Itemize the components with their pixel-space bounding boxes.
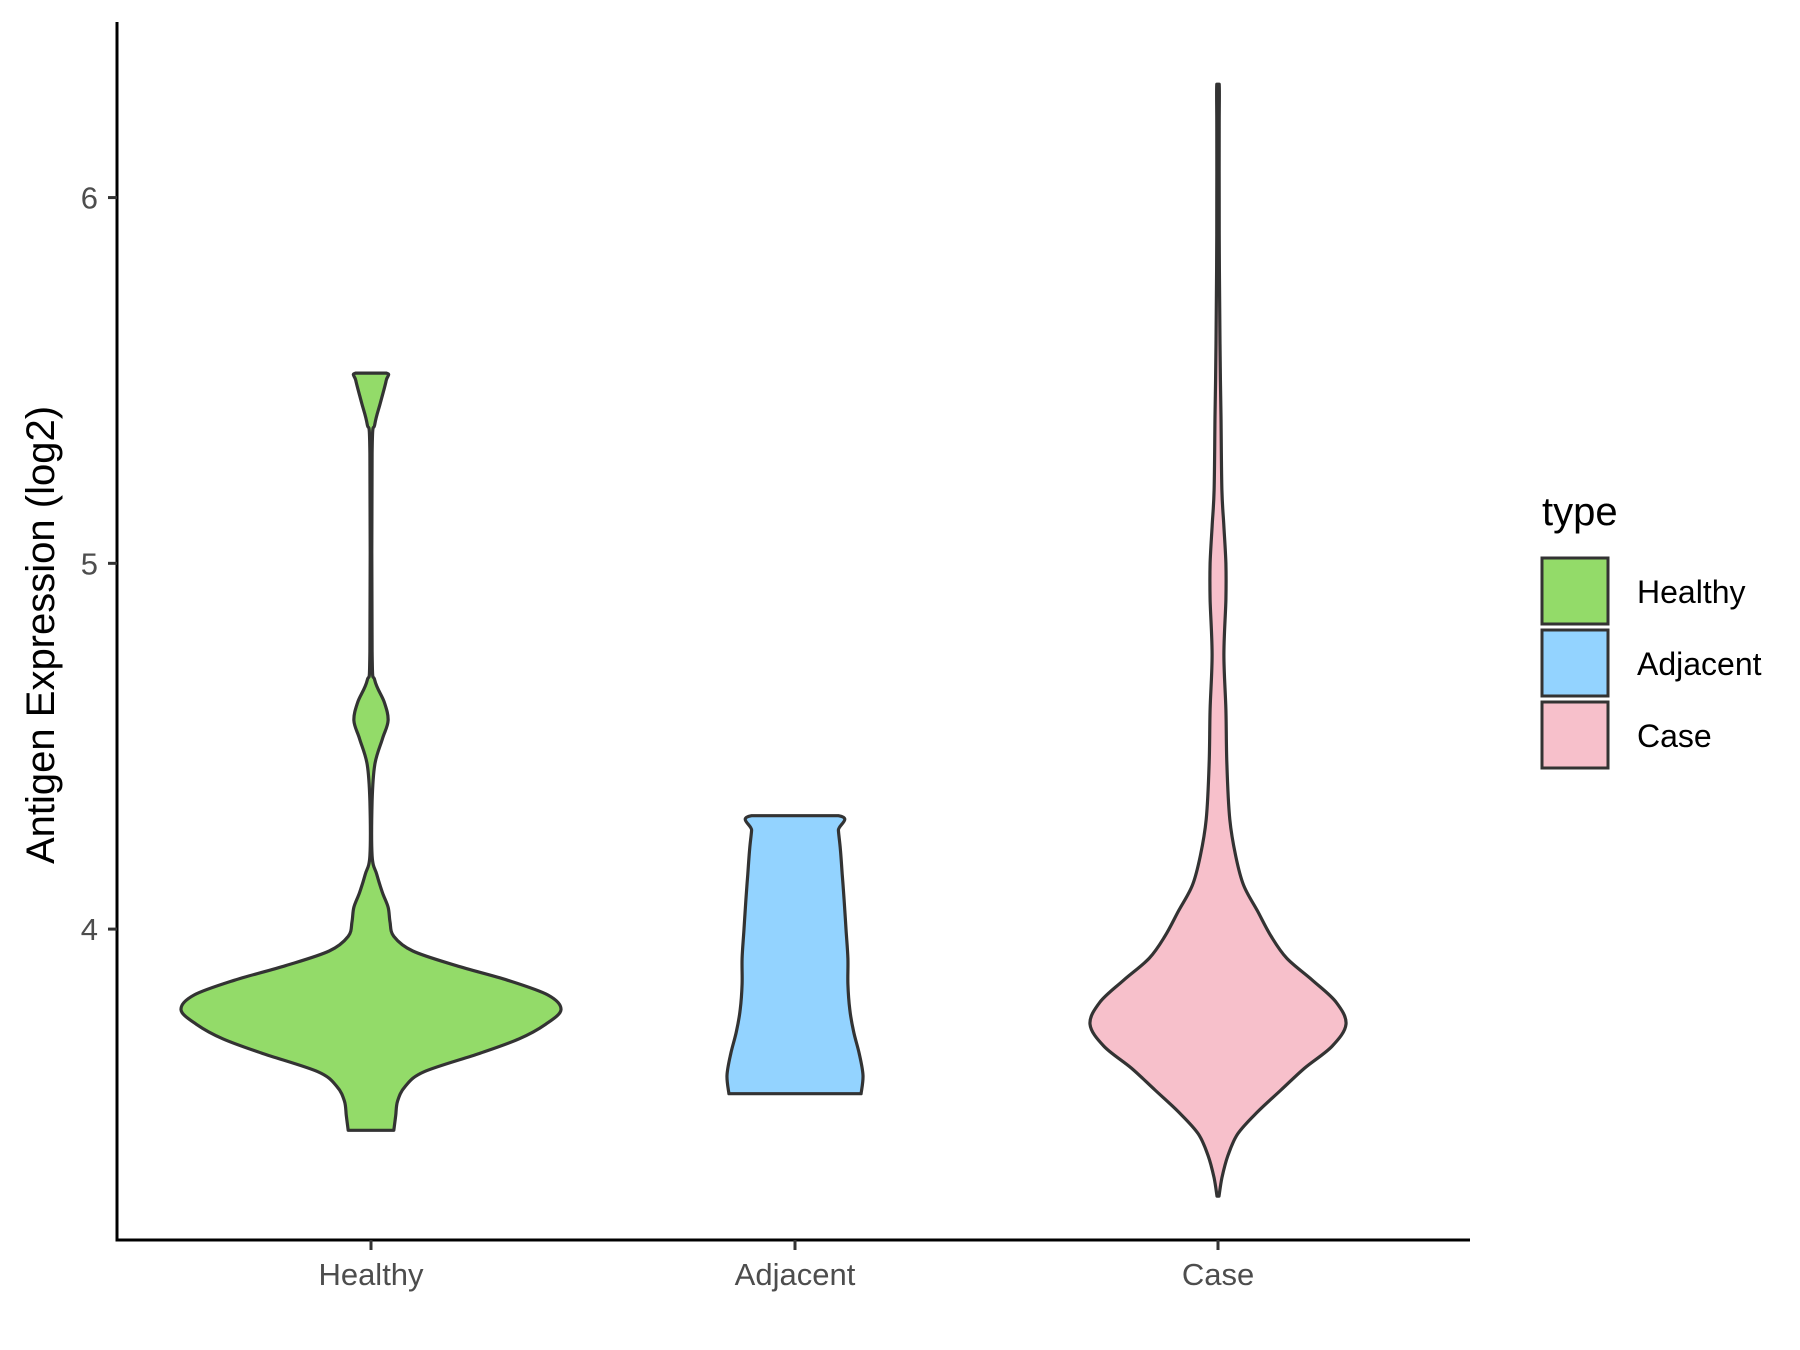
legend-title: type	[1542, 490, 1618, 534]
violin-case	[1088, 82, 1348, 1198]
legend: type Healthy Adjacent Case	[1540, 490, 1762, 770]
legend-key-case	[1540, 700, 1610, 770]
y-tick-label: 4	[81, 912, 98, 947]
y-tick-label: 6	[81, 181, 98, 216]
legend-items: Healthy Adjacent Case	[1540, 556, 1762, 770]
x-tick-label: Case	[1182, 1257, 1254, 1292]
violin-layer	[179, 82, 1348, 1198]
violin-healthy	[179, 371, 563, 1132]
y-tick-label: 5	[81, 546, 98, 581]
legend-key-adjacent	[1540, 628, 1610, 698]
legend-label: Case	[1637, 718, 1712, 754]
y-axis-ticks: 4 5 6	[81, 181, 117, 947]
x-tick-label: Adjacent	[735, 1257, 856, 1292]
legend-key-healthy	[1540, 556, 1610, 626]
legend-label: Healthy	[1637, 574, 1746, 610]
x-axis-ticks: Healthy Adjacent Case	[318, 1240, 1254, 1292]
y-axis-label: Antigen Expression (log2)	[19, 406, 63, 864]
x-tick-label: Healthy	[318, 1257, 424, 1292]
legend-label: Adjacent	[1637, 646, 1762, 682]
violin-adjacent	[725, 814, 865, 1096]
